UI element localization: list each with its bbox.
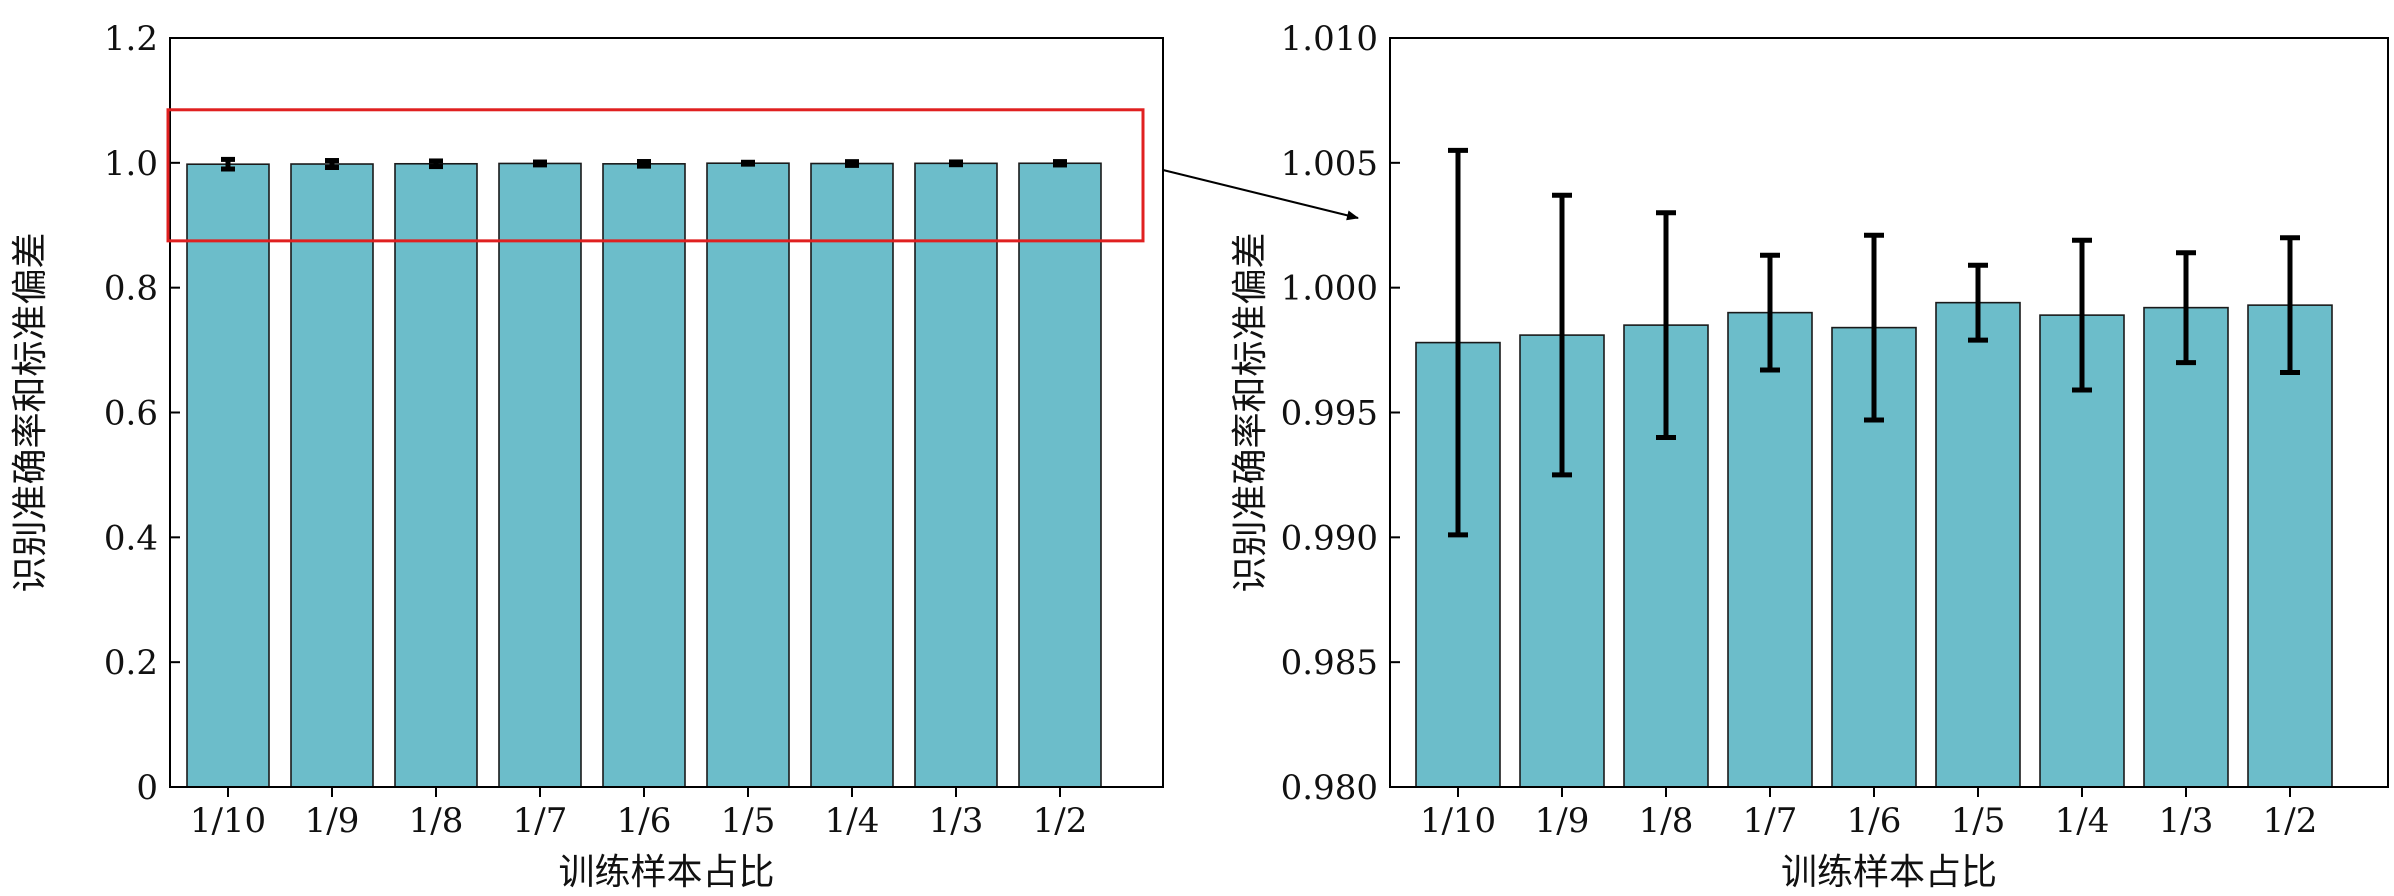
right-xtick-label: 1/6 bbox=[1847, 801, 1902, 841]
right-ytick-label: 1.010 bbox=[1281, 19, 1378, 59]
left-bar-1/8 bbox=[394, 162, 478, 788]
right-errorbar-1/9 bbox=[1552, 192, 1572, 478]
right-xtick-label: 1/3 bbox=[2159, 801, 2214, 841]
right-errorbar-1/10 bbox=[1448, 147, 1468, 538]
left-y-axis-title: 识别准确率和标准偏差 bbox=[10, 232, 51, 592]
left-errorbar-1/10 bbox=[221, 156, 235, 172]
right-ytick-label: 1.005 bbox=[1281, 144, 1378, 184]
left-xtick-label: 1/10 bbox=[190, 801, 266, 841]
right-chart: 0.980 0.985 0.990 0.995 1.000 1.005 1.010 1/10 1… bbox=[1230, 19, 2389, 893]
left-errorbar-1/8 bbox=[429, 158, 443, 170]
right-errorbar-1/2 bbox=[2280, 235, 2300, 376]
left-errorbar-1/9 bbox=[325, 158, 339, 171]
right-bar-1/2 bbox=[2247, 304, 2333, 788]
left-xtick-label: 1/2 bbox=[1033, 801, 1088, 841]
right-errorbar-1/8 bbox=[1656, 210, 1676, 440]
right-errorbar-1/3 bbox=[2176, 250, 2196, 366]
right-ytick-label: 1.000 bbox=[1281, 269, 1378, 309]
right-errorbar-1/7 bbox=[1760, 252, 1780, 373]
left-xtick-label: 1/8 bbox=[409, 801, 464, 841]
zoom-arrow bbox=[1162, 169, 1359, 221]
right-ytick-label: 0.990 bbox=[1281, 518, 1378, 558]
right-ytick-label: 0.980 bbox=[1281, 768, 1378, 808]
left-errorbar-1/7 bbox=[533, 159, 547, 168]
right-bar-1/3 bbox=[2143, 306, 2229, 788]
right-xtick-label: 1/8 bbox=[1639, 801, 1694, 841]
left-bar-1/10 bbox=[186, 163, 270, 788]
left-bar-1/4 bbox=[810, 162, 894, 788]
right-bar-1/5 bbox=[1935, 301, 2021, 788]
left-bar-1/7 bbox=[498, 162, 582, 788]
left-ytick-label: 1.2 bbox=[104, 19, 158, 59]
left-bar-1/9 bbox=[290, 163, 374, 788]
left-ytick-label: 0.4 bbox=[104, 518, 158, 558]
right-x-axis-title: 训练样本占比 bbox=[1781, 852, 1997, 893]
left-errorbar-1/2 bbox=[1053, 159, 1067, 168]
right-xtick-label: 1/5 bbox=[1951, 801, 2006, 841]
left-bar-1/3 bbox=[914, 162, 998, 788]
left-bar-1/6 bbox=[602, 163, 686, 788]
right-bar-1/7 bbox=[1727, 311, 1813, 788]
left-xtick-label: 1/5 bbox=[721, 801, 776, 841]
left-xtick-label: 1/3 bbox=[929, 801, 984, 841]
left-xtick-label: 1/4 bbox=[825, 801, 880, 841]
left-ytick-label: 0.6 bbox=[104, 394, 158, 434]
right-errorbar-1/4 bbox=[2072, 237, 2092, 393]
left-errorbar-1/3 bbox=[949, 159, 963, 168]
right-ytick-label: 0.995 bbox=[1281, 394, 1378, 434]
right-xtick-label: 1/7 bbox=[1743, 801, 1798, 841]
left-errorbar-1/4 bbox=[845, 159, 859, 168]
right-errorbar-1/5 bbox=[1968, 262, 1988, 343]
left-bar-1/5 bbox=[706, 162, 790, 788]
right-xtick-label: 1/2 bbox=[2263, 801, 2318, 841]
left-ytick-label: 1.0 bbox=[104, 144, 158, 184]
right-xtick-label: 1/4 bbox=[2055, 801, 2110, 841]
left-xtick-label: 1/6 bbox=[617, 801, 672, 841]
right-ytick-label: 0.985 bbox=[1281, 643, 1378, 683]
right-xtick-label: 1/9 bbox=[1535, 801, 1590, 841]
left-x-axis-title: 训练样本占比 bbox=[558, 852, 774, 893]
zoom-highlight-box bbox=[166, 108, 1145, 243]
right-xtick-label: 1/10 bbox=[1420, 801, 1496, 841]
left-xtick-label: 1/9 bbox=[305, 801, 360, 841]
left-chart: 0 0.2 0.4 0.6 0.8 1.0 1.2 1/10 1/9 1/8 1/7 1/6 1/5 1/… bbox=[10, 19, 1164, 893]
right-y-axis-title: 识别准确率和标准偏差 bbox=[1230, 232, 1271, 592]
right-errorbar-1/6 bbox=[1864, 232, 1884, 423]
left-xtick-label: 1/7 bbox=[513, 801, 568, 841]
left-ytick-label: 0 bbox=[136, 768, 158, 808]
right-bar-1/4 bbox=[2039, 314, 2125, 788]
left-bar-1/2 bbox=[1018, 162, 1102, 788]
left-ytick-label: 0.8 bbox=[104, 269, 158, 309]
left-errorbar-1/6 bbox=[637, 159, 651, 169]
left-errorbar-1/5 bbox=[741, 159, 755, 167]
left-ytick-label: 0.2 bbox=[104, 643, 158, 683]
